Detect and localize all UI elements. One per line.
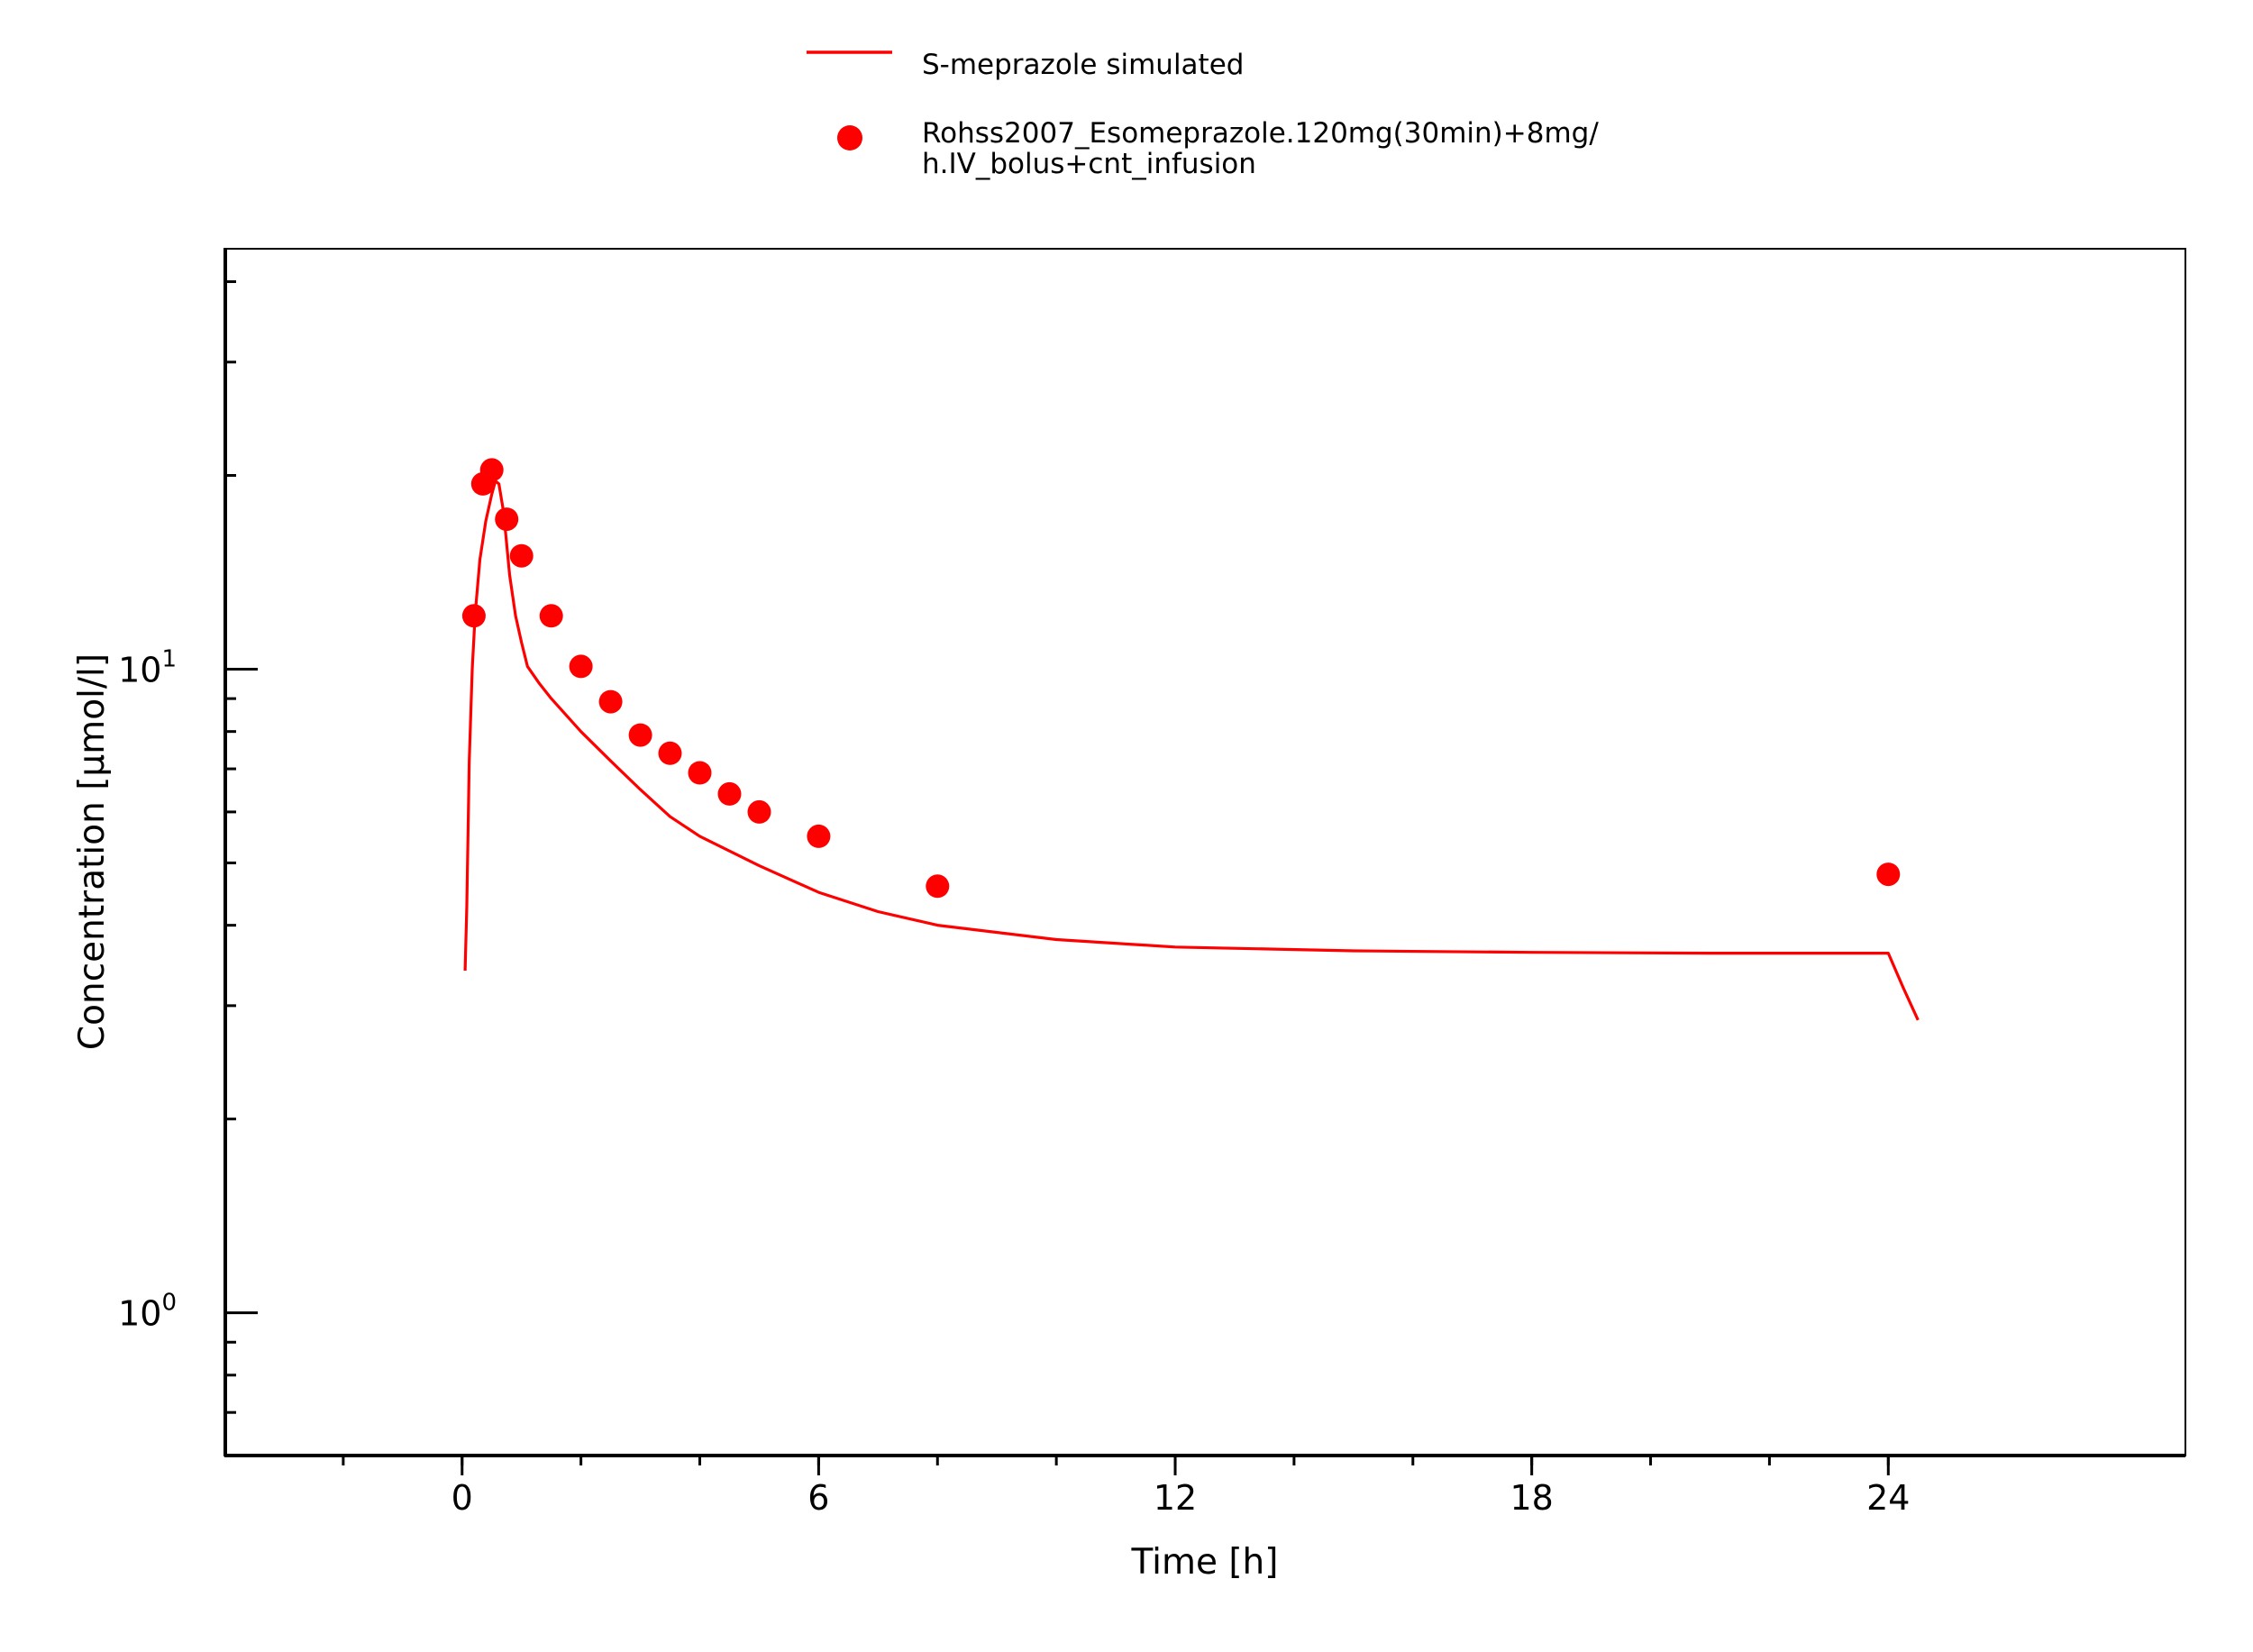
series-points-observed [461, 458, 1901, 899]
x-tick-label: 12 [1154, 1478, 1197, 1518]
observed-data-point [926, 874, 950, 899]
legend: S-meprazole simulated Rohss2007_Esomepra… [807, 49, 1599, 180]
y-tick-label: 100 [118, 1290, 177, 1334]
observed-data-point [461, 604, 486, 628]
observed-data-point [658, 741, 682, 765]
x-tick-label: 24 [1866, 1478, 1910, 1518]
observed-data-point [598, 689, 623, 714]
x-tick-label: 6 [807, 1478, 829, 1518]
x-axis-label: Time [h] [1131, 1542, 1279, 1583]
legend-scatter-swatch [837, 125, 862, 151]
legend-scatter-label-line1: Rohss2007_Esomeprazole.120mg(30min)+8mg/ [922, 117, 1599, 150]
observed-data-point [1876, 863, 1901, 887]
observed-data-point [747, 799, 771, 824]
plot-area [461, 458, 1920, 1021]
y-tick-label: 101 [118, 645, 177, 689]
observed-data-point [495, 507, 519, 532]
observed-data-point [479, 458, 504, 482]
observed-data-point [688, 761, 712, 785]
observed-data-point [509, 543, 534, 568]
y-ticks: 100 101 [118, 280, 258, 1457]
observed-data-point [628, 723, 652, 747]
x-ticks: 0 6 12 18 24 [342, 1456, 1910, 1518]
x-tick-label: 0 [452, 1478, 473, 1518]
legend-scatter-label-line2: h.IV_bolus+cnt_infusion [922, 148, 1256, 180]
y-axis-label: Concentration [µmol/l] [72, 653, 113, 1050]
observed-data-point [717, 781, 742, 806]
observed-data-point [569, 654, 593, 679]
x-tick-label: 18 [1510, 1478, 1553, 1518]
series-line-s-meprazole-simulated [463, 479, 1920, 1021]
observed-data-point [539, 604, 563, 628]
legend-line-label: S-meprazole simulated [922, 49, 1244, 81]
plot-frame [223, 248, 2186, 1456]
observed-data-point [807, 824, 831, 848]
